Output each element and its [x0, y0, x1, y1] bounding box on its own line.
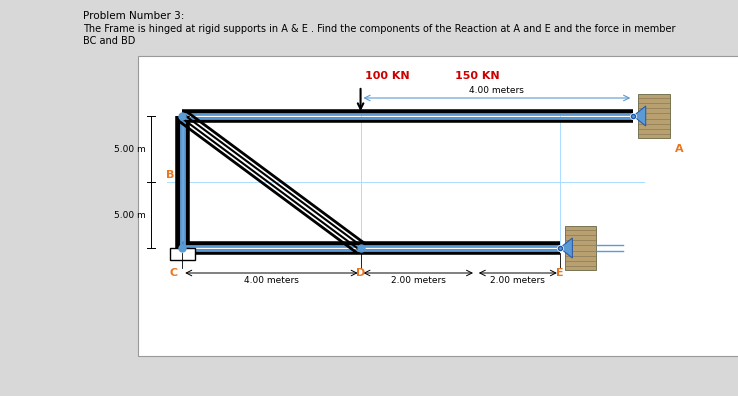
Bar: [565, 226, 596, 270]
Polygon shape: [559, 238, 573, 258]
Text: 5.00 m: 5.00 m: [114, 211, 145, 219]
Text: BC and BD: BC and BD: [83, 36, 135, 46]
Bar: [638, 94, 670, 138]
Text: B: B: [165, 170, 174, 180]
Bar: [138, 56, 738, 356]
Text: Problem Number 3:: Problem Number 3:: [83, 11, 184, 21]
Text: 2.00 meters: 2.00 meters: [490, 276, 545, 285]
Text: C: C: [170, 268, 178, 278]
Text: 2.00 meters: 2.00 meters: [391, 276, 446, 285]
Text: 5.00 m: 5.00 m: [114, 145, 145, 154]
Bar: [170, 248, 195, 260]
Text: D: D: [356, 268, 365, 278]
Text: 150 KN: 150 KN: [455, 71, 500, 81]
Text: E: E: [556, 268, 564, 278]
Text: 100 KN: 100 KN: [365, 71, 410, 81]
Text: 4.00 meters: 4.00 meters: [244, 276, 299, 285]
Text: 4.00 meters: 4.00 meters: [469, 86, 524, 95]
Polygon shape: [633, 106, 646, 126]
Text: A: A: [675, 144, 683, 154]
Text: The Frame is hinged at rigid supports in A & E . Find the components of the Reac: The Frame is hinged at rigid supports in…: [83, 24, 675, 34]
